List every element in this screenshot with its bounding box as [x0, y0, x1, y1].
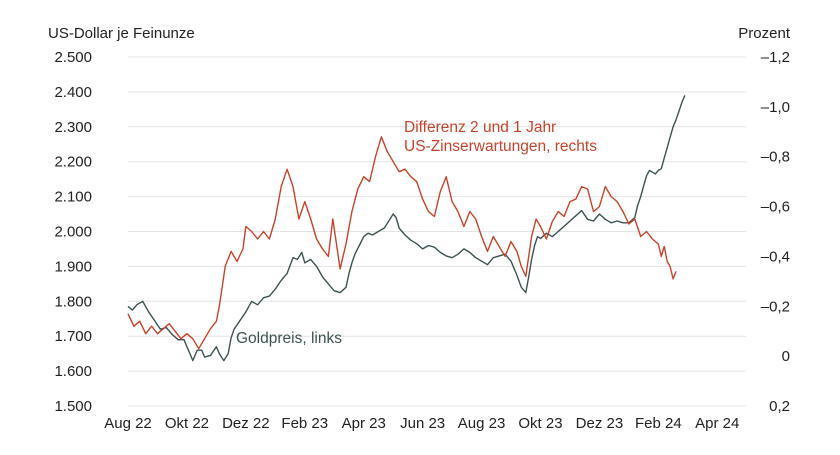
x-tick-label: Okt 23: [518, 415, 562, 432]
x-tick-label: Jun 23: [400, 415, 445, 432]
series-label-line: Differenz 2 und 1 Jahr: [404, 119, 556, 136]
left-tick-label: 2.100: [54, 189, 92, 206]
right-tick-label: 0: [782, 348, 790, 365]
left-tick-label: 2.400: [54, 84, 92, 101]
x-tick-label: Okt 22: [165, 415, 209, 432]
series-group: [127, 95, 686, 362]
grid: [128, 56, 746, 407]
left-tick-label: 1.900: [54, 258, 92, 275]
left-tick-label: 2.500: [54, 49, 92, 66]
right-tick-label: –0,4: [761, 248, 790, 265]
right-tick-label: 0,2: [769, 398, 790, 415]
x-tick-label: Aug 22: [104, 415, 152, 432]
x-tick-label: Apr 23: [342, 415, 386, 432]
x-tick-label: Aug 23: [458, 415, 506, 432]
x-axis-ticks: Aug 22 Okt 22 Dez 22 Feb 23 Apr 23 Jun 23 Aug …: [104, 415, 739, 432]
left-tick-label: 1.700: [54, 328, 92, 345]
right-tick-label: –0,2: [761, 298, 790, 315]
x-tick-label: Feb 23: [281, 415, 328, 432]
right-tick-label: –0,6: [761, 199, 790, 216]
series-label-line: Goldpreis, links: [236, 330, 342, 347]
series-label-line: US-Zinserwartungen, rechts: [404, 138, 597, 155]
left-tick-label: 2.000: [54, 224, 92, 241]
right-axis-title: Prozent: [738, 25, 791, 42]
left-axis-title: US-Dollar je Feinunze: [48, 25, 195, 42]
x-tick-label: Dez 22: [222, 415, 270, 432]
right-tick-label: –0,8: [761, 149, 790, 166]
right-tick-label: –1,2: [761, 49, 790, 66]
annotations: Goldpreis, links Differenz 2 und 1 Jahr US…: [236, 119, 597, 347]
gold-series-label: Goldpreis, links: [236, 330, 342, 347]
left-tick-label: 2.200: [54, 154, 92, 171]
rate-series-label: Differenz 2 und 1 Jahr US-Zinserwartungen…: [404, 119, 597, 155]
left-tick-label: 2.300: [54, 119, 92, 136]
x-tick-label: Feb 24: [635, 415, 682, 432]
right-tick-label: –1,0: [761, 99, 790, 116]
left-tick-label: 1.600: [54, 363, 92, 380]
right-axis-ticks: –1,2 –1,0 –0,8 –0,6 –0,4 –0,2 0 0,2: [761, 49, 790, 415]
x-tick-label: Dez 23: [576, 415, 624, 432]
left-tick-label: 1.500: [54, 398, 92, 415]
rate-difference-line: [127, 136, 677, 350]
x-tick-label: Apr 24: [695, 415, 739, 432]
left-axis-ticks: 2.500 2.400 2.300 2.200 2.100 2.000 1.900 1.800…: [54, 49, 92, 415]
gold-price-line: [127, 95, 686, 362]
left-tick-label: 1.800: [54, 293, 92, 310]
